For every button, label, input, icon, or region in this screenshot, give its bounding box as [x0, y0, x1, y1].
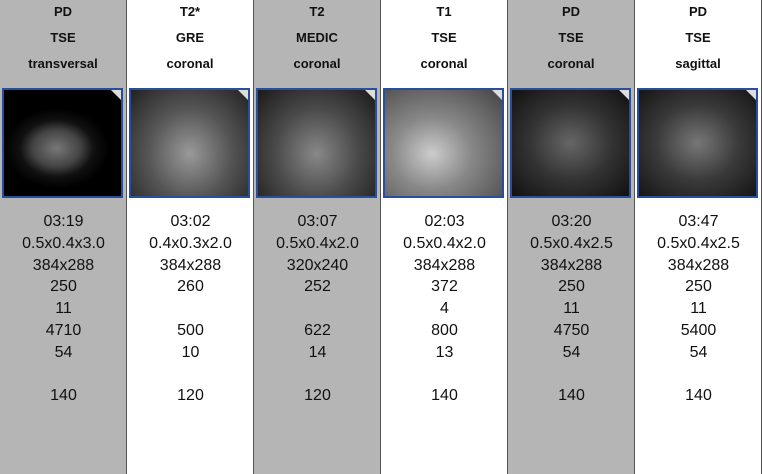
- column-header: T1: [436, 4, 452, 19]
- table-cell: 02:03: [424, 213, 465, 230]
- table-cell: 4: [440, 300, 449, 318]
- mri-thumbnail: [383, 88, 504, 198]
- table-cell: 03:07: [297, 213, 338, 230]
- mri-thumbnail: [256, 88, 377, 198]
- table-cell: 252: [304, 278, 331, 296]
- table-cell: 120: [177, 387, 204, 405]
- table-cell: 140: [50, 387, 77, 405]
- table-cell: 800: [431, 322, 458, 339]
- table-cell: 140: [431, 387, 458, 405]
- column: PD TSE coronal 03:20 0.5x0.4x2.5 384x288 250 11…: [508, 0, 635, 474]
- table-cell: 500: [177, 322, 204, 339]
- mri-thumbnail: [129, 88, 250, 198]
- table-cell: 13: [435, 343, 454, 361]
- column-header: TSE: [50, 30, 76, 45]
- table-cell: 11: [55, 300, 72, 318]
- column-header: sagittal: [675, 56, 721, 71]
- table-cell: 14: [308, 343, 327, 361]
- column-header: TSE: [685, 30, 711, 45]
- table-cell: 384x288: [667, 256, 730, 274]
- column-header: PD: [53, 4, 73, 19]
- column: T2 MEDIC coronal 03:07 0.5x0.4x2.0 320x240 252…: [254, 0, 381, 474]
- table-cell: 11: [690, 300, 707, 318]
- column-header: coronal: [420, 56, 468, 71]
- table-cell: 0.5x0.4x2.5: [657, 234, 740, 252]
- table-cell: 384x288: [159, 256, 222, 274]
- table-cell: 54: [562, 343, 581, 361]
- table-cell: 54: [54, 343, 73, 361]
- table-cell: 120: [304, 387, 331, 405]
- table-cell: 0.5x0.4x2.0: [403, 234, 486, 252]
- column: T2* GRE coronal 03:02 0.4x0.3x2.0 384x288 260 5…: [127, 0, 254, 474]
- table-cell: 4710: [45, 322, 82, 339]
- table-cell: 10: [181, 343, 200, 361]
- column-header: coronal: [293, 56, 341, 71]
- table-cell: 384x288: [32, 256, 95, 274]
- column-header: GRE: [175, 30, 205, 45]
- column-header: transversal: [28, 56, 98, 71]
- table-cell: 0.4x0.3x2.0: [149, 234, 232, 252]
- column-header: TSE: [558, 30, 584, 45]
- column: T1 TSE coronal 02:03 0.5x0.4x2.0 384x288 372 4 8…: [381, 0, 508, 474]
- column-header: MEDIC: [296, 30, 338, 45]
- table-cell: 320x240: [286, 256, 349, 274]
- table-cell: 384x288: [413, 256, 476, 274]
- table-cell: 372: [431, 278, 458, 296]
- table-cell: 622: [304, 322, 331, 339]
- column: PD TSE sagittal 03:47 0.5x0.4x2.5 384x288 250 1…: [635, 0, 762, 474]
- table-cell: 11: [563, 300, 580, 318]
- column-header: T2: [309, 4, 325, 19]
- table-cell: 260: [177, 278, 204, 296]
- column: PD TSE transversal 03:19 0.5x0.4x3.0 384x288 2…: [0, 0, 127, 474]
- mri-thumbnail: [2, 88, 123, 198]
- table-cell: 0.5x0.4x2.5: [530, 234, 613, 252]
- table-cell: 5400: [680, 322, 717, 339]
- table-cell: 140: [558, 387, 585, 405]
- table-cell: 140: [685, 387, 712, 405]
- table-cell: 0.5x0.4x3.0: [22, 234, 105, 252]
- table-cell: 54: [689, 343, 708, 361]
- column-header: PD: [688, 4, 708, 19]
- column-header: T2*: [179, 4, 201, 19]
- table-cell: 4750: [553, 322, 590, 339]
- table-cell: 250: [558, 278, 585, 296]
- column-header: coronal: [166, 56, 214, 71]
- table-cell: 250: [685, 278, 712, 296]
- table-cell: 03:47: [678, 213, 719, 230]
- table-cell: 03:02: [170, 213, 211, 230]
- column-header: TSE: [431, 30, 457, 45]
- column-header: PD: [561, 4, 581, 19]
- table-cell: 250: [50, 278, 77, 296]
- table-cell: 384x288: [540, 256, 603, 274]
- table-cell: 0.5x0.4x2.0: [276, 234, 359, 252]
- mri-thumbnail: [637, 88, 758, 198]
- table-cell: 03:20: [551, 213, 592, 230]
- table-cell: 03:19: [43, 213, 84, 230]
- mri-thumbnail: [510, 88, 631, 198]
- column-header: coronal: [547, 56, 595, 71]
